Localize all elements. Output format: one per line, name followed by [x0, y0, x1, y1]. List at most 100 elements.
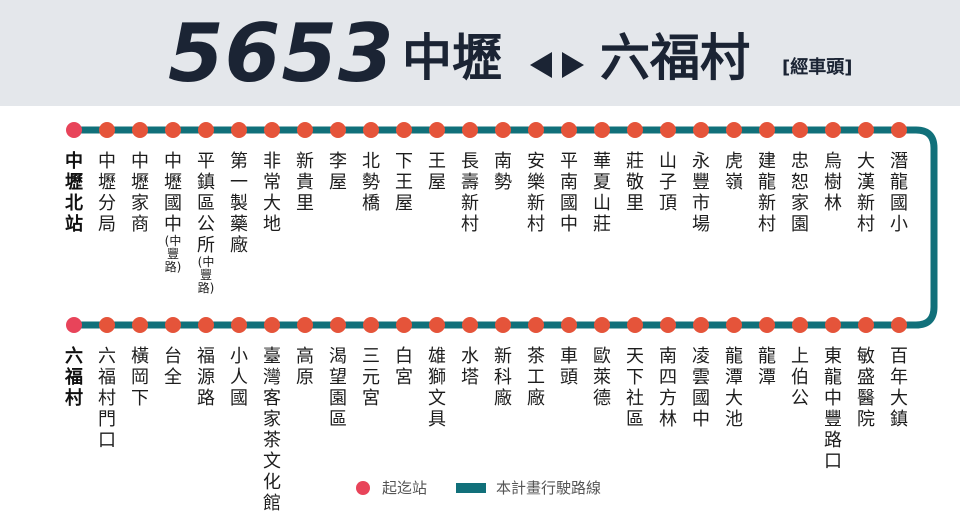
stop-name: 華夏山莊	[593, 151, 611, 235]
stop-marker	[264, 122, 280, 138]
stops-layer	[66, 122, 907, 333]
stop-label: 第一製藥廠	[227, 151, 251, 256]
stop-name: 烏樹林	[824, 151, 842, 214]
stop-marker	[396, 122, 412, 138]
stop-marker	[792, 122, 808, 138]
stop-label: 非常大地	[260, 151, 284, 235]
stop-marker	[363, 122, 379, 138]
stop-name: 車頭	[560, 346, 578, 388]
stop-label: 永豐市場	[689, 151, 713, 235]
stop-marker	[561, 317, 577, 333]
stop-marker	[363, 317, 379, 333]
stop-name: 新科廠	[494, 346, 512, 409]
stop-name: 三元宮	[362, 346, 380, 409]
stop-label: 下王屋	[392, 151, 416, 214]
route-destination: 六福村	[600, 29, 750, 87]
stop-name: 第一製藥廠	[230, 151, 248, 256]
stop-name: 王屋	[428, 151, 446, 193]
stop-label: 水塔	[458, 346, 482, 388]
stop-marker	[792, 317, 808, 333]
stop-name: 北勢橋	[362, 151, 380, 214]
stop-marker	[561, 122, 577, 138]
stop-name: 臺灣客家茶文化館	[263, 346, 281, 514]
stop-marker	[495, 122, 511, 138]
stop-marker	[495, 317, 511, 333]
stop-label: 李屋	[326, 151, 350, 193]
stop-label: 潛龍國小	[887, 151, 911, 235]
stop-label: 中壢北站	[62, 151, 86, 235]
stop-name: 雄獅文具	[428, 346, 446, 430]
stop-marker	[660, 122, 676, 138]
stop-marker	[198, 317, 214, 333]
stop-subname: (中豐路)	[164, 234, 182, 274]
stop-name: 長壽新村	[461, 151, 479, 235]
stop-name: 橫岡下	[131, 346, 149, 409]
stop-marker	[297, 122, 313, 138]
stop-label: 三元宮	[359, 346, 383, 409]
stop-name: 渴望園區	[329, 346, 347, 430]
stop-name: 百年大鎮	[890, 346, 908, 430]
stop-name: 歐萊德	[593, 346, 611, 409]
stop-marker	[891, 317, 907, 333]
stop-label: 小人國	[227, 346, 251, 409]
stop-label: 大漢新村	[854, 151, 878, 235]
stop-label: 車頭	[557, 346, 581, 388]
stop-marker	[231, 317, 247, 333]
stop-marker	[627, 317, 643, 333]
stop-name: 龍潭	[758, 346, 776, 388]
stop-marker	[165, 317, 181, 333]
stop-name: 平鎮區公所	[197, 151, 215, 256]
stop-marker	[99, 122, 115, 138]
stop-marker	[858, 317, 874, 333]
route-note: [經車頭]	[782, 57, 853, 78]
stop-marker	[660, 317, 676, 333]
stop-label: 雄獅文具	[425, 346, 449, 430]
stop-marker	[462, 317, 478, 333]
legend-terminal-label: 起迄站	[382, 479, 428, 497]
stop-marker	[396, 317, 412, 333]
route-line	[74, 126, 938, 329]
stop-label: 烏樹林	[821, 151, 845, 214]
stop-marker	[693, 317, 709, 333]
stop-label: 六福村	[62, 346, 86, 409]
legend-route-label: 本計畫行駛路線	[496, 479, 602, 497]
stop-name: 六福村門口	[98, 346, 116, 451]
stop-label: 安樂新村	[524, 151, 548, 235]
stop-name: 永豐市場	[692, 151, 710, 235]
stop-label: 山子頂	[656, 151, 680, 214]
stop-marker	[132, 317, 148, 333]
stop-label: 上伯公	[788, 346, 812, 409]
stop-label: 新貴里	[293, 151, 317, 214]
stop-name: 忠恕家園	[791, 151, 809, 235]
stop-label: 東龍中豐路口	[821, 346, 845, 472]
stop-marker	[825, 122, 841, 138]
stop-label: 福源路	[194, 346, 218, 409]
stop-name: 中壢國中	[164, 151, 182, 235]
stop-label: 新科廠	[491, 346, 515, 409]
stop-name: 敏盛醫院	[857, 346, 875, 430]
stop-marker	[198, 122, 214, 138]
stop-label: 平南國中	[557, 151, 581, 235]
stop-marker	[627, 122, 643, 138]
stop-marker	[429, 122, 445, 138]
stop-name: 福源路	[197, 346, 215, 409]
stop-marker	[330, 122, 346, 138]
stop-name: 水塔	[461, 346, 479, 388]
stop-name: 六福村	[65, 346, 83, 409]
stop-label: 六福村門口	[95, 346, 119, 451]
bidirectional-arrow-icon	[530, 52, 584, 78]
stop-marker	[330, 317, 346, 333]
stop-name: 天下社區	[626, 346, 644, 430]
stop-name: 中壢分局	[98, 151, 116, 235]
stop-name: 李屋	[329, 151, 347, 193]
stop-marker	[99, 317, 115, 333]
stop-name: 凌雲國中	[692, 346, 710, 430]
stop-marker	[891, 122, 907, 138]
stop-name: 莊敬里	[626, 151, 644, 214]
stop-marker	[231, 122, 247, 138]
route-origin: 中壢	[402, 29, 502, 87]
stop-name: 白宮	[395, 346, 413, 388]
stop-label: 虎嶺	[722, 151, 746, 193]
stop-marker	[693, 122, 709, 138]
